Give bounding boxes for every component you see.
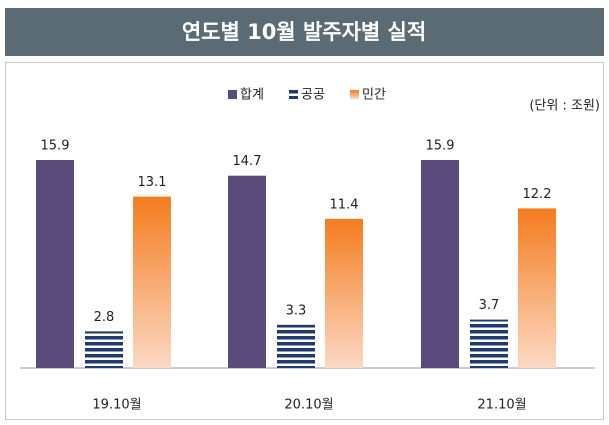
legend-swatch <box>289 90 298 99</box>
legend-label: 합계 <box>240 88 264 103</box>
value-label: 11.4 <box>330 197 359 212</box>
legend-swatch <box>228 90 237 99</box>
value-label: 3.3 <box>286 303 307 318</box>
value-label: 2.8 <box>94 310 115 325</box>
bar <box>85 331 123 368</box>
unit-note: (단위 : 조원) <box>529 99 600 114</box>
bar <box>421 160 459 368</box>
bar <box>277 324 315 368</box>
value-label: 13.1 <box>138 175 167 190</box>
legend-label: 공공 <box>301 88 325 103</box>
x-tick-label: 20.10월 <box>284 398 333 413</box>
bar <box>325 218 363 368</box>
value-label: 12.2 <box>523 187 552 202</box>
bar <box>36 160 74 368</box>
bar <box>518 208 556 368</box>
legend-swatch <box>350 90 359 99</box>
chart-frame <box>5 62 604 420</box>
value-label: 14.7 <box>233 154 262 169</box>
title-banner <box>5 8 604 56</box>
bar <box>470 319 508 368</box>
x-tick-label: 19.10월 <box>92 398 141 413</box>
legend-label: 민간 <box>362 88 386 103</box>
x-tick-label: 21.10월 <box>477 398 526 413</box>
value-label: 3.7 <box>479 298 500 313</box>
value-label: 15.9 <box>426 139 455 154</box>
bar <box>133 196 171 368</box>
chart-title: 연도별 10월 발주자별 실적 <box>182 20 426 44</box>
value-label: 15.9 <box>41 139 70 154</box>
bar <box>228 175 266 368</box>
